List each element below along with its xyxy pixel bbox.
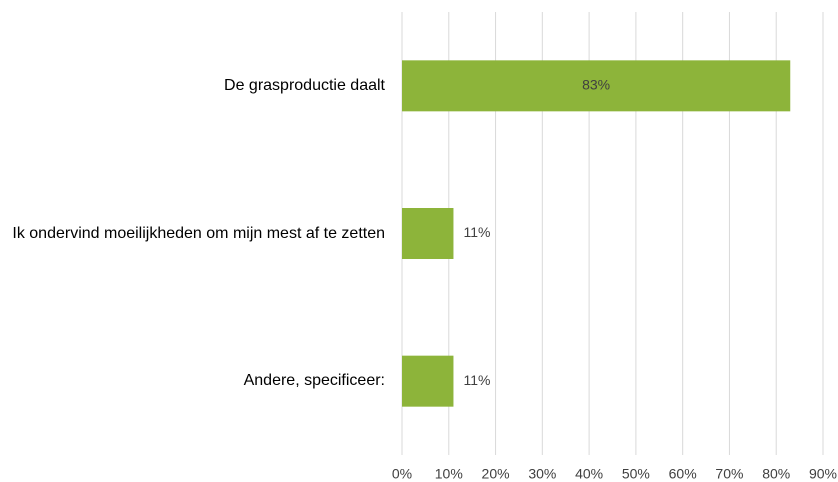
bar (402, 208, 454, 259)
category-label: Andere, specificeer: (0, 372, 385, 390)
x-tick-label: 90% (809, 466, 837, 482)
x-tick-label: 0% (392, 466, 412, 482)
category-text: De grasproductie daalt (224, 76, 385, 94)
bar (402, 355, 454, 407)
data-label: 11% (463, 224, 490, 240)
x-tick-label: 70% (715, 466, 743, 482)
category-text: Andere, specificeer: (243, 372, 385, 390)
x-tick-label: 10% (435, 466, 463, 482)
bar (402, 60, 791, 112)
category-text: Ik ondervind moeilijkheden om mijn mest … (12, 224, 385, 242)
x-tick-label: 50% (622, 466, 650, 482)
x-tick-label: 20% (482, 466, 510, 482)
data-label: 83% (582, 77, 610, 93)
category-label: De grasproductie daalt (0, 77, 385, 95)
x-tick-label: 40% (575, 466, 603, 482)
x-tick-label: 30% (528, 466, 556, 482)
x-tick-label: 80% (762, 466, 790, 482)
data-label: 11% (463, 372, 490, 388)
category-label: Ik ondervind moeilijkheden om mijn mest … (0, 225, 385, 243)
x-tick-label: 60% (669, 466, 697, 482)
